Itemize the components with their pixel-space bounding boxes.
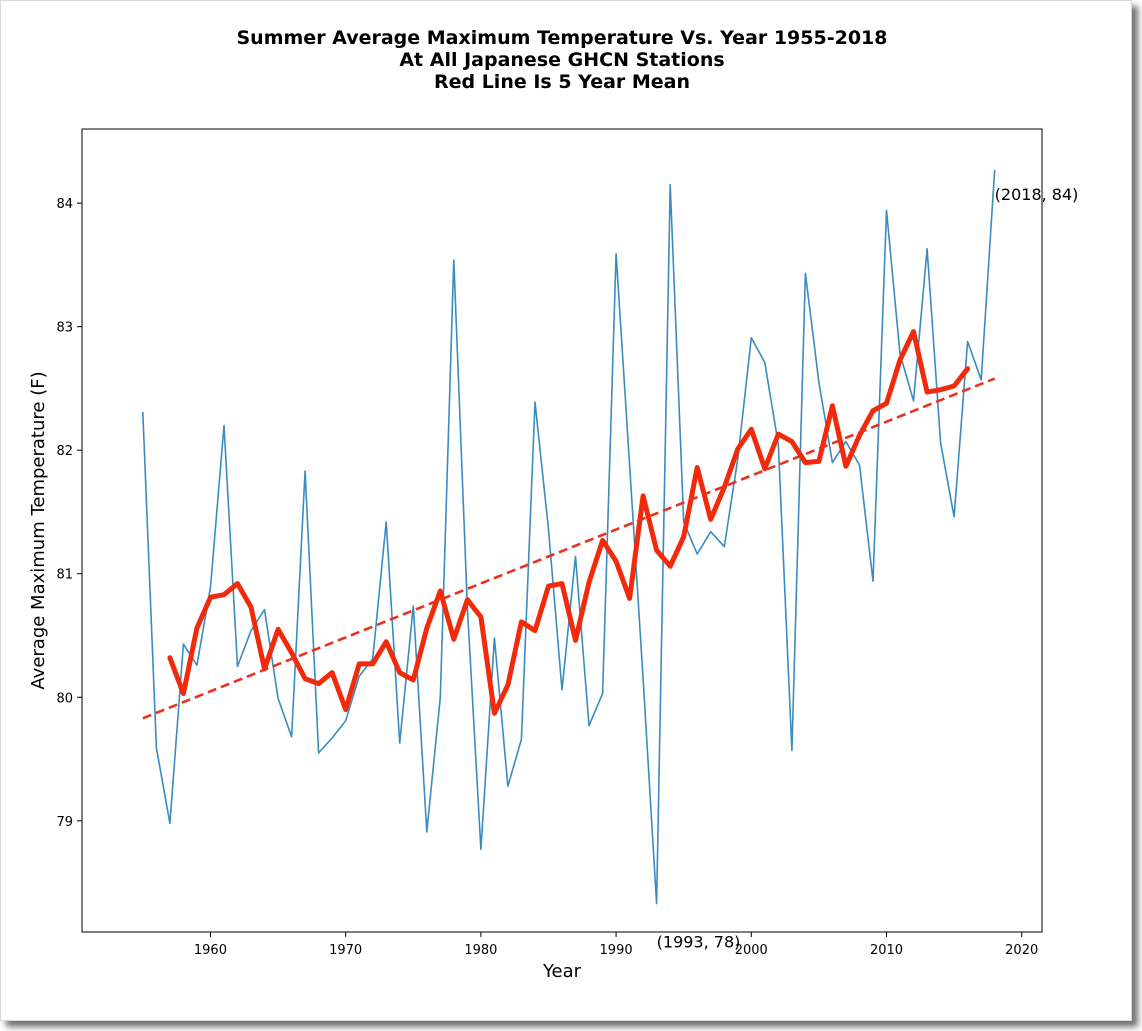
y-tick-label: 84 — [56, 197, 73, 212]
series-raw-line — [142, 169, 996, 905]
y-tick-label: 82 — [56, 444, 73, 459]
chart-title: Summer Average Maximum Temperature Vs. Y… — [0, 27, 1124, 93]
x-tick-label: 1960 — [194, 943, 227, 958]
chart-title-line-2: At All Japanese GHCN Stations — [399, 49, 725, 71]
chart-title-line-3: Red Line Is 5 Year Mean — [433, 71, 691, 93]
x-tick-label: 2020 — [1005, 943, 1038, 958]
y-tick-label: 79 — [56, 815, 73, 830]
series-five-year-mean-line — [167, 329, 971, 716]
x-tick-label: 1990 — [600, 943, 633, 958]
y-axis-label: Average Maximum Temperature (F) — [28, 371, 49, 689]
y-axis-ticks: 79 80 81 82 83 84 — [56, 197, 82, 830]
x-tick-label: 1970 — [329, 943, 362, 958]
annotations: (2018, 84) (1993, 78) — [657, 185, 1079, 951]
plot-area-border — [81, 128, 1043, 933]
x-tick-label: 1980 — [464, 943, 497, 958]
x-tick-label: 2010 — [870, 943, 903, 958]
x-axis-label: Year — [542, 961, 582, 982]
y-tick-label: 80 — [56, 691, 73, 706]
y-tick-label: 81 — [56, 568, 73, 583]
x-tick-label: 2000 — [735, 943, 768, 958]
plot-layer — [142, 169, 996, 905]
y-tick-label: 83 — [56, 321, 73, 336]
annotation-label: (1993, 78) — [657, 932, 741, 951]
chart-title-line-1: Summer Average Maximum Temperature Vs. Y… — [236, 27, 888, 49]
series-trend-line — [142, 377, 996, 720]
annotation-label: (2018, 84) — [995, 185, 1079, 204]
x-axis-ticks: 1960 1970 1980 1990 2000 2010 2020 — [194, 932, 1038, 958]
